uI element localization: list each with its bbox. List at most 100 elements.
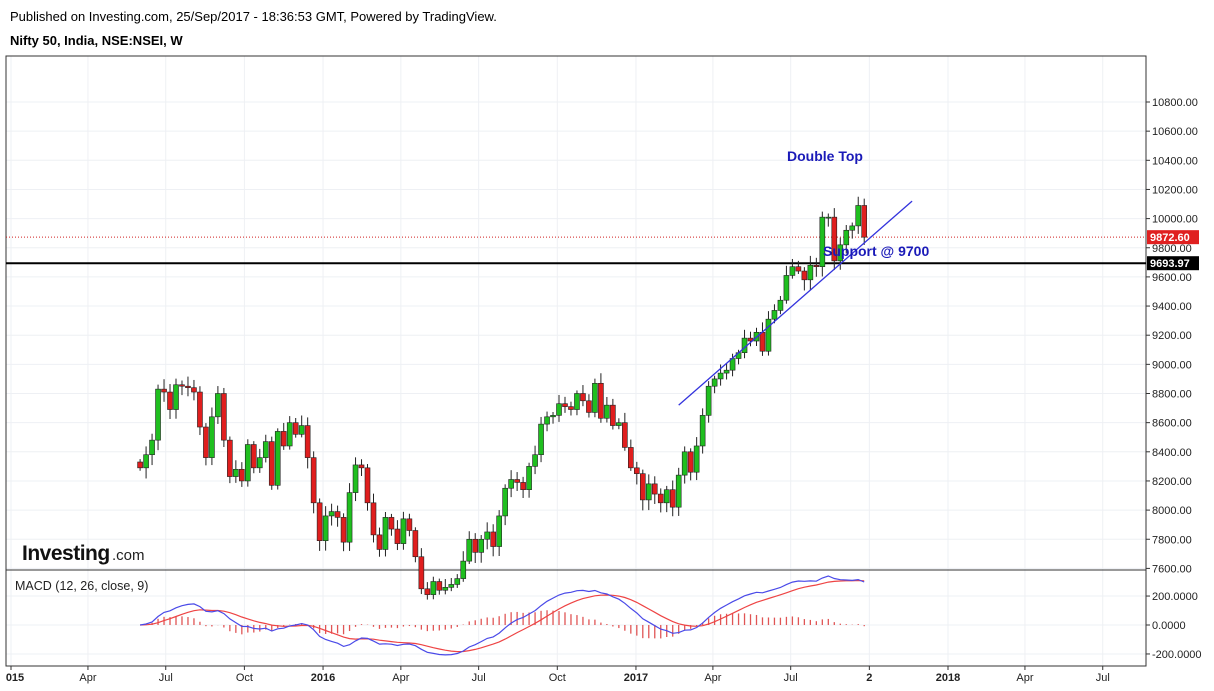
time-tick-label: Apr <box>704 672 721 684</box>
candle-body <box>651 483 658 495</box>
candle <box>424 582 431 600</box>
price-tick-label: 8400.00 <box>1152 447 1192 459</box>
candle <box>508 470 514 498</box>
candle <box>825 213 832 227</box>
candle <box>250 441 257 474</box>
candle <box>634 461 640 485</box>
candle <box>783 265 790 304</box>
price-axis: 7600.00 7800.00 8000.00 8200.00 8400.00 8600.… <box>1146 97 1198 575</box>
candle <box>370 493 377 543</box>
candle <box>227 436 233 484</box>
candle <box>346 483 353 551</box>
candle <box>813 257 820 277</box>
price-tick-label: 9200.00 <box>1152 330 1192 342</box>
macd-label: MACD (12, 26, close, 9) <box>15 579 148 593</box>
candle-body <box>532 454 538 467</box>
candle <box>723 363 730 380</box>
candle <box>843 225 850 254</box>
price-tick-label: 10000.00 <box>1152 214 1198 226</box>
candle-body <box>598 382 604 419</box>
candle-body <box>310 457 317 504</box>
candle-body <box>454 578 461 585</box>
candle-body <box>855 205 862 227</box>
candle <box>580 385 586 407</box>
candle <box>137 459 143 471</box>
candle-body <box>185 385 191 388</box>
candle <box>197 386 203 436</box>
candle-body <box>574 393 580 410</box>
candle <box>328 503 335 526</box>
price-tick-label: 9400.00 <box>1152 301 1192 313</box>
candle-body <box>472 538 479 553</box>
candle <box>472 533 479 564</box>
candle-body <box>400 518 407 544</box>
candle-body <box>562 403 568 407</box>
candle-body <box>861 205 868 238</box>
time-axis: 015 Apr Jul Oct 2016 Apr Jul Oct 2017 Apr Jul 2 2018… <box>6 666 1110 684</box>
candle-body <box>717 372 724 380</box>
candle-body <box>424 588 431 595</box>
symbol-title: Nifty 50, India, NSE:NSEI, W <box>10 33 183 48</box>
price-tick-label: 9000.00 <box>1152 359 1192 371</box>
candle-body <box>478 538 485 553</box>
logo-brand: Investing <box>22 542 110 565</box>
published-info: Published on Investing.com, 25/Sep/2017 … <box>10 9 497 24</box>
time-tick-label: Jul <box>1096 672 1110 684</box>
chart-frame <box>5 55 1147 667</box>
candle <box>610 398 616 430</box>
candle <box>322 506 329 551</box>
last-price-group: 9872.60 <box>6 230 1199 245</box>
candle-body <box>610 404 616 426</box>
candle <box>550 412 556 424</box>
candle <box>286 416 293 450</box>
logo-suffix: .com <box>112 547 145 564</box>
candle <box>651 476 658 504</box>
candle-body <box>430 581 437 595</box>
candle <box>394 520 401 551</box>
time-tick-label: 2 <box>866 672 872 684</box>
grid-lines <box>6 56 1146 666</box>
candle-body <box>502 487 508 517</box>
candle <box>807 255 814 291</box>
support-price-label: 9693.97 <box>1150 258 1190 270</box>
candle <box>221 387 227 447</box>
candle <box>514 472 520 492</box>
price-tick-label: 8800.00 <box>1152 389 1192 401</box>
candle-body <box>364 467 371 504</box>
candle-body <box>550 415 556 418</box>
candle-body <box>514 479 520 483</box>
candle <box>280 422 287 450</box>
trendline <box>678 200 913 406</box>
candle-body <box>634 467 640 474</box>
candle-body <box>681 451 688 476</box>
candle <box>185 376 191 397</box>
candle <box>861 198 868 245</box>
candle-body <box>849 225 856 231</box>
candle-body <box>675 474 682 508</box>
candle-body <box>663 489 670 504</box>
candle-body <box>520 482 526 490</box>
candle-body <box>215 393 221 418</box>
price-tick-label: 8600.00 <box>1152 418 1192 430</box>
candle <box>616 418 622 430</box>
candle <box>520 476 526 499</box>
candle <box>538 416 544 463</box>
candle <box>771 304 778 324</box>
candle <box>448 578 455 592</box>
candle <box>215 386 221 424</box>
candle <box>149 433 155 466</box>
candle-body <box>604 404 610 419</box>
candle <box>669 480 676 517</box>
candle-body <box>179 384 185 387</box>
support-annotation: Support @ 9700 <box>823 243 929 259</box>
macd-tick-label: 0.0000 <box>1152 620 1186 632</box>
candle-body <box>418 556 425 590</box>
time-tick-label: Apr <box>392 672 409 684</box>
candle <box>526 462 532 498</box>
candle-body <box>705 385 712 416</box>
candle <box>388 513 395 536</box>
candle <box>598 373 604 423</box>
candle <box>256 448 263 473</box>
candle-body <box>292 422 299 435</box>
